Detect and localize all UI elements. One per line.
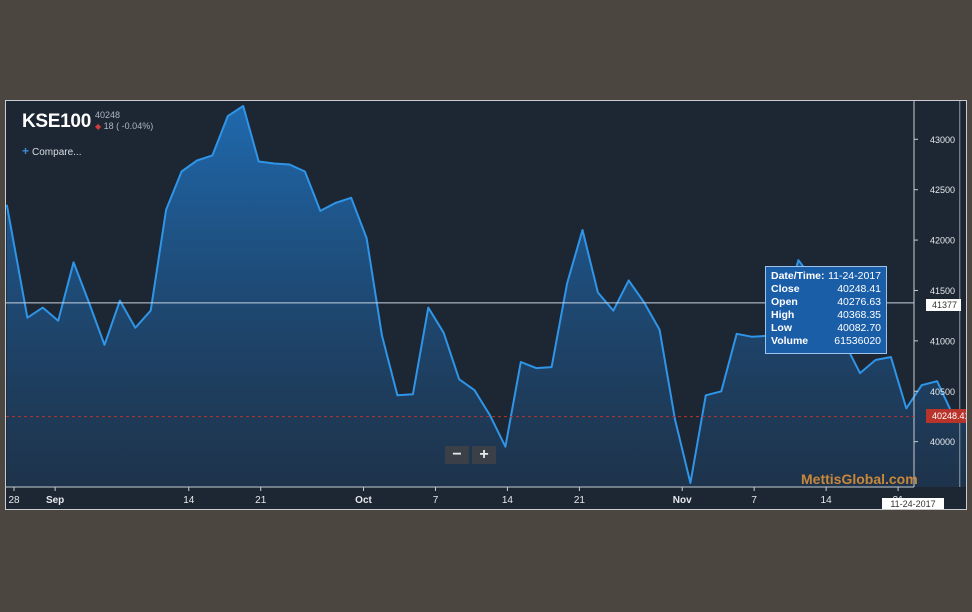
down-triangle-icon: ◆ — [95, 122, 102, 131]
ticker-symbol: KSE100 — [22, 111, 91, 132]
tooltip-key: Low — [771, 322, 792, 334]
x-tick-label: 14 — [502, 495, 514, 506]
tooltip-value: 11-24-2017 — [828, 270, 881, 282]
zoom-in-button[interactable]: + — [472, 446, 496, 464]
tooltip-row: Date/Time: 11-24-2017 — [771, 270, 881, 283]
y-tick-label: 43000 — [930, 135, 955, 145]
zoom-out-button[interactable]: − — [445, 446, 469, 464]
quote-info: 40248 ◆ 18 ( -0.04%) — [95, 110, 153, 132]
compare-label: Compare... — [32, 147, 82, 158]
tooltip-row: Volume 61536020 — [771, 335, 881, 348]
tooltip-value: 61536020 — [834, 335, 881, 347]
tooltip-value: 40368.35 — [837, 309, 881, 321]
tooltip-row: Close 40248.41 — [771, 283, 881, 296]
x-tick-label: 7 — [751, 495, 757, 506]
last-price-tag: 40248.41 — [926, 409, 966, 423]
last-price: 40248 — [95, 110, 121, 120]
y-tick-label: 42000 — [930, 236, 955, 246]
x-tick-label: 21 — [255, 495, 267, 506]
series-area — [6, 106, 966, 487]
x-tick-label: 21 — [574, 495, 586, 506]
brand-watermark: MettisGlobal.com — [801, 471, 918, 487]
tooltip-value: 40248.41 — [837, 283, 881, 295]
tooltip-key: Open — [771, 296, 798, 308]
tooltip-row: Low 40082.70 — [771, 322, 881, 335]
y-tick-label: 41000 — [930, 336, 955, 346]
data-tooltip: Date/Time: 11-24-2017 Close 40248.41 Open 4… — [765, 266, 887, 354]
x-tick-label: Nov — [673, 495, 692, 506]
x-tick-label: 7 — [433, 495, 439, 506]
tooltip-row: High 40368.35 — [771, 309, 881, 322]
y-tick-label: 42500 — [930, 185, 955, 195]
tooltip-key: Volume — [771, 335, 809, 347]
tooltip-value: 40276.63 — [837, 296, 881, 308]
price-change-value: 18 ( -0.04%) — [103, 121, 154, 131]
crosshair-date-tag: 11-24-2017 — [882, 498, 944, 509]
y-tick-label: 40500 — [930, 387, 955, 397]
y-tick-label: 41500 — [930, 286, 955, 296]
tooltip-value: 40082.70 — [837, 322, 881, 334]
y-tick-label: 40000 — [930, 437, 955, 447]
tooltip-key: High — [771, 309, 795, 321]
x-tick-label: 28 — [8, 495, 20, 506]
plus-icon: + — [22, 144, 30, 158]
x-tick-label: 14 — [183, 495, 195, 506]
crosshair-price-tag: 41377 — [926, 299, 962, 311]
price-change: ◆ 18 ( -0.04%) — [95, 121, 153, 132]
x-tick-label: 14 — [821, 495, 833, 506]
compare-button[interactable]: + Compare... — [22, 144, 81, 158]
tooltip-row: Open 40276.63 — [771, 296, 881, 309]
chart-frame: 40000 40500 41000 41500 42000 42500 43000 28 Sep… — [5, 100, 967, 510]
tooltip-key: Close — [771, 283, 800, 295]
x-tick-label: Sep — [46, 495, 64, 506]
x-tick-label: Oct — [355, 495, 372, 506]
tooltip-key: Date/Time: — [771, 270, 825, 282]
